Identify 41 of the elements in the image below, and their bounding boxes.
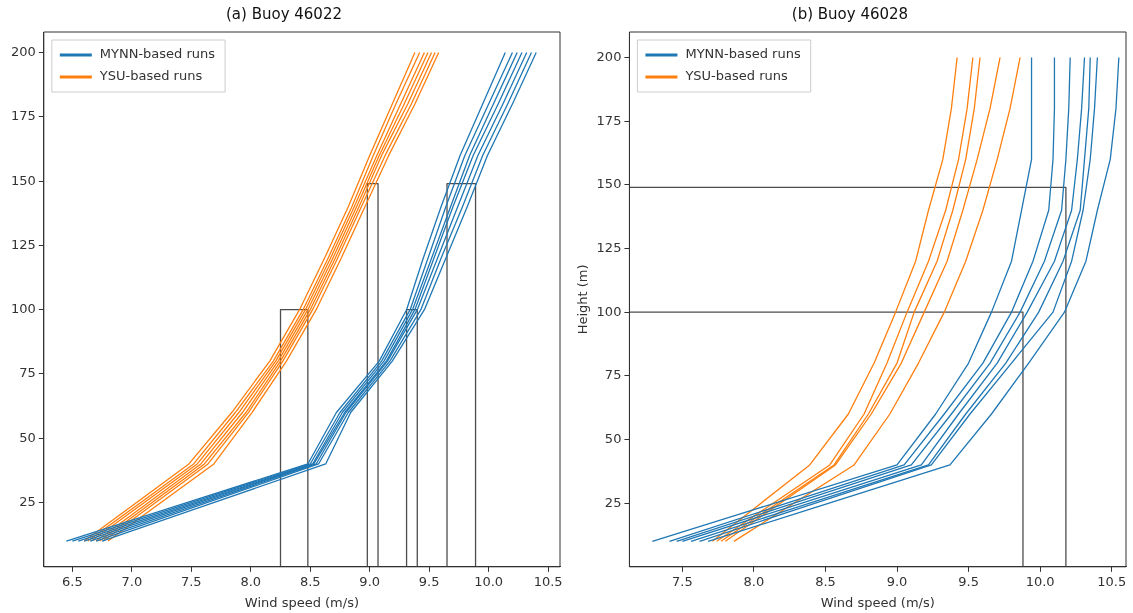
x-tick-label: 10.5 xyxy=(1097,573,1127,589)
chart-title: (a) Buoy 46022 xyxy=(225,4,343,23)
y-axis-title: Height (m) xyxy=(575,264,591,335)
y-tick-label: 150 xyxy=(596,176,622,192)
x-tick-label: 10.0 xyxy=(474,573,504,589)
y-tick-label: 125 xyxy=(596,239,622,255)
y-tick-label: 50 xyxy=(604,430,622,446)
x-tick-label: 6.5 xyxy=(62,573,83,589)
x-tick-label: 8.0 xyxy=(743,573,765,589)
x-axis-title: Wind speed (m/s) xyxy=(820,594,935,610)
x-tick-label: 7.5 xyxy=(180,573,202,589)
legend-label: YSU-based runs xyxy=(98,68,203,84)
y-tick-label: 200 xyxy=(10,43,36,59)
x-tick-label: 8.5 xyxy=(815,573,836,589)
y-tick-label: 25 xyxy=(604,494,622,510)
x-tick-label: 10.5 xyxy=(533,573,563,589)
legend-label: MYNN-based runs xyxy=(685,46,801,62)
x-axis-title: Wind speed (m/s) xyxy=(244,594,359,610)
x-tick-label: 7.5 xyxy=(672,573,693,589)
y-tick-label: 150 xyxy=(10,172,36,188)
legend-label: MYNN-based runs xyxy=(99,46,216,62)
x-tick-label: 7.0 xyxy=(121,573,143,589)
y-tick-label: 125 xyxy=(10,236,36,252)
x-tick-label: 9.5 xyxy=(418,573,440,589)
y-tick-label: 100 xyxy=(596,303,622,319)
y-tick-label: 200 xyxy=(596,48,622,64)
y-tick-label: 75 xyxy=(604,367,622,383)
x-tick-label: 9.0 xyxy=(359,573,381,589)
x-tick-label: 10.0 xyxy=(1025,573,1055,589)
y-tick-label: 50 xyxy=(19,429,36,445)
y-tick-label: 175 xyxy=(10,108,36,124)
x-tick-label: 9.5 xyxy=(958,573,979,589)
y-tick-label: 100 xyxy=(10,301,36,317)
y-tick-label: 25 xyxy=(19,493,36,509)
legend-label: YSU-based runs xyxy=(684,68,789,84)
y-tick-label: 175 xyxy=(596,112,622,128)
y-tick-label: 75 xyxy=(19,365,36,381)
x-tick-label: 8.0 xyxy=(240,573,262,589)
chart-title: (b) Buoy 46028 xyxy=(791,4,909,23)
x-tick-label: 8.5 xyxy=(299,573,321,589)
x-tick-label: 9.0 xyxy=(886,573,908,589)
